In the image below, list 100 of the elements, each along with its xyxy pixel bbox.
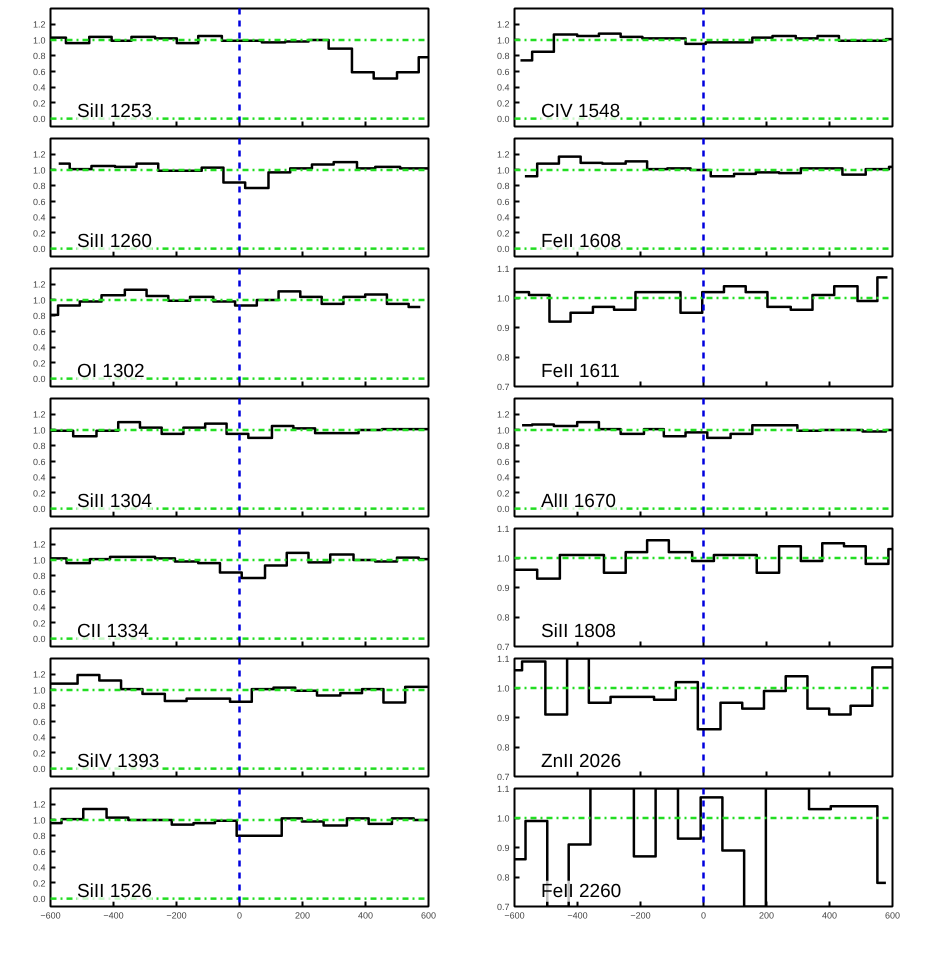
y-tick-label: 0.8 — [496, 441, 510, 452]
y-tick-label: 1.0 — [32, 295, 46, 306]
annotation: FeII 1608 — [540, 230, 622, 252]
y-tick-label: 0.4 — [32, 212, 46, 223]
y-tick-label: 1.2 — [32, 670, 46, 680]
y-tick-label: 0.8 — [32, 51, 46, 62]
x-tick-label: −200 — [166, 910, 187, 920]
x-tick-label: 400 — [822, 910, 838, 920]
y-tick-label: 1.0 — [32, 555, 46, 566]
x-tick-label: 400 — [358, 910, 374, 920]
y-tick-label: 0.8 — [496, 742, 510, 752]
x-tick-label: 0 — [236, 910, 242, 920]
y-tick-label: 0.4 — [496, 82, 510, 93]
y-tick-label: 0.7 — [496, 382, 510, 392]
y-tick-label: 0.6 — [32, 326, 46, 337]
y-tick-label: 1.2 — [496, 150, 510, 160]
annotation: SiII 1260 — [76, 230, 152, 252]
y-tick-label: 0.4 — [32, 732, 46, 743]
x-tick-label: −400 — [567, 910, 588, 920]
y-tick-label: 1.2 — [32, 280, 46, 290]
x-tick-label: −200 — [630, 910, 651, 920]
y-tick-label: 0.0 — [32, 764, 46, 774]
annotation: SiII 1253 — [76, 100, 152, 122]
y-tick-label: 1.2 — [32, 540, 46, 550]
annotation: CIV 1548 — [540, 100, 620, 122]
y-tick-label: 0.2 — [32, 358, 46, 368]
annotation: CII 1334 — [76, 620, 150, 642]
y-tick-label: 1.0 — [496, 35, 510, 46]
y-tick-label: 0.6 — [496, 456, 510, 467]
y-tick-label: 0.8 — [32, 831, 46, 842]
y-tick-label: 1.0 — [496, 165, 510, 176]
x-tick-label: −600 — [504, 910, 525, 920]
y-tick-label: 1.2 — [496, 410, 510, 420]
y-tick-label: 0.0 — [496, 244, 510, 254]
y-tick-label: 1.2 — [32, 800, 46, 810]
y-tick-label: 0.0 — [32, 634, 46, 644]
y-tick-label: 0.8 — [32, 311, 46, 322]
x-tick-label: 200 — [758, 910, 774, 920]
y-tick-label: 1.0 — [496, 684, 510, 694]
y-tick-label: 0.4 — [32, 602, 46, 613]
annotation: SiII 1304 — [76, 490, 152, 512]
y-tick-label: 0.8 — [496, 352, 510, 362]
y-tick-label: 0.2 — [32, 98, 46, 108]
y-tick-label: 0.6 — [32, 196, 46, 207]
y-tick-label: 1.1 — [496, 264, 510, 274]
y-tick-label: 1.2 — [32, 150, 46, 160]
y-tick-label: 0.4 — [32, 472, 46, 483]
y-tick-label: 0.2 — [32, 878, 46, 888]
y-tick-label: 0.0 — [496, 114, 510, 124]
y-tick-label: 1.1 — [496, 784, 510, 794]
y-tick-label: 0.6 — [32, 586, 46, 597]
y-tick-label: 1.0 — [496, 554, 510, 564]
y-tick-label: 0.6 — [32, 456, 46, 467]
annotation: AlII 1670 — [540, 490, 616, 512]
y-tick-label: 0.4 — [32, 862, 46, 873]
y-tick-label: 0.2 — [32, 228, 46, 238]
y-tick-label: 0.2 — [496, 98, 510, 108]
annotation: SiIV 1393 — [76, 750, 160, 772]
x-tick-label: −600 — [40, 910, 61, 920]
y-tick-label: 0.7 — [496, 772, 510, 782]
y-tick-label: 0.9 — [496, 713, 510, 723]
x-tick-label: 0 — [700, 910, 706, 920]
y-tick-label: 0.8 — [496, 872, 510, 882]
y-tick-label: 0.0 — [496, 504, 510, 514]
x-tick-label: 200 — [294, 910, 310, 920]
annotation: ZnII 2026 — [540, 750, 622, 772]
y-tick-label: 0.4 — [496, 472, 510, 483]
x-tick-label: 600 — [420, 910, 436, 920]
y-tick-label: 1.0 — [32, 425, 46, 436]
y-tick-label: 0.2 — [32, 618, 46, 628]
y-tick-label: 0.4 — [32, 342, 46, 353]
y-tick-label: 0.0 — [32, 374, 46, 384]
y-tick-label: 0.2 — [32, 488, 46, 498]
y-tick-label: 1.2 — [496, 20, 510, 30]
y-tick-label: 0.2 — [496, 488, 510, 498]
y-tick-label: 1.1 — [496, 524, 510, 534]
annotation: SiII 1808 — [540, 620, 616, 642]
y-tick-label: 1.0 — [32, 815, 46, 826]
y-tick-label: 1.0 — [32, 165, 46, 176]
y-tick-label: 0.0 — [32, 244, 46, 254]
y-tick-label: 0.2 — [496, 228, 510, 238]
y-tick-label: 0.4 — [32, 82, 46, 93]
y-tick-label: 0.9 — [496, 583, 510, 593]
annotation: SiII 1526 — [76, 880, 152, 902]
y-tick-label: 0.9 — [496, 323, 510, 333]
y-tick-label: 0.0 — [32, 114, 46, 124]
y-tick-label: 0.6 — [496, 196, 510, 207]
y-tick-label: 0.8 — [32, 701, 46, 712]
y-tick-label: 0.6 — [32, 66, 46, 77]
x-tick-label: 600 — [884, 910, 900, 920]
y-tick-label: 0.4 — [496, 212, 510, 223]
annotation: FeII 2260 — [540, 880, 622, 902]
annotation: FeII 1611 — [540, 360, 620, 382]
y-tick-label: 0.2 — [32, 748, 46, 758]
y-tick-label: 1.0 — [496, 814, 510, 824]
y-tick-label: 1.0 — [496, 294, 510, 304]
y-tick-label: 0.7 — [496, 902, 510, 912]
y-tick-label: 0.8 — [32, 441, 46, 452]
y-tick-label: 1.2 — [32, 410, 46, 420]
y-tick-label: 1.1 — [496, 654, 510, 664]
